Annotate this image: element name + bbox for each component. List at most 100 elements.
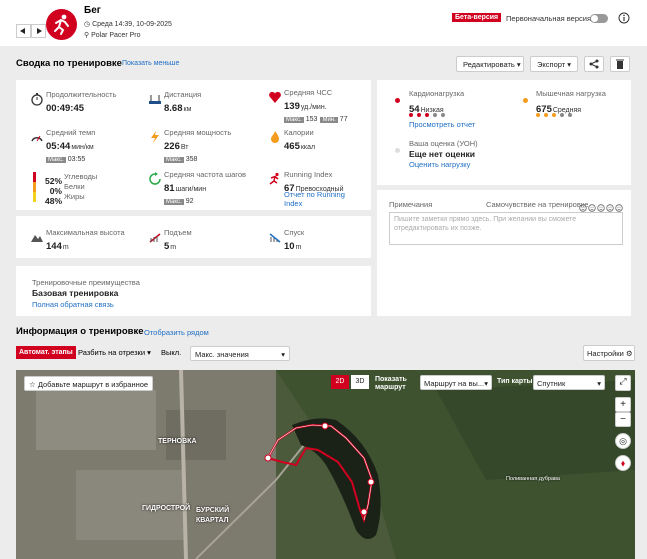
stat-number: 67	[284, 183, 295, 194]
export-button[interactable]: Экспорт ▾	[530, 56, 578, 72]
benefit-value: Базовая тренировка	[32, 288, 119, 298]
stat-number: 465	[284, 141, 300, 152]
route-text: Маршрут на вы...	[424, 379, 485, 388]
elevation-number: 144	[46, 241, 62, 252]
place-label: ГИДРОСТРОЙ	[142, 505, 191, 512]
stat-icon	[268, 130, 282, 144]
export-text: Экспорт	[537, 60, 566, 69]
settings-button[interactable]: Настройки ⚙	[583, 345, 635, 361]
favorite-button[interactable]: ☆ Добавьте маршрут в избранное	[24, 376, 154, 391]
stat-unit: ккал	[300, 144, 316, 151]
stat-sub: Макс. 358	[164, 148, 200, 166]
elevation-label: Максимальная высота	[46, 228, 125, 237]
stat-icon	[148, 172, 162, 186]
stat-value: 67Превосходный	[284, 178, 343, 196]
map[interactable]	[16, 370, 635, 559]
max-select[interactable]: Макс. значения ▾	[190, 346, 290, 361]
cardio-label: Кардионагрузка	[409, 89, 465, 98]
cardio-link[interactable]: Просмотреть отчет	[409, 120, 476, 129]
load-dot	[409, 113, 413, 117]
edit-text: Редактировать	[463, 60, 515, 69]
stat-icon	[30, 92, 44, 106]
feeling-option[interactable]	[597, 199, 605, 212]
rpe-link[interactable]: Оценить нагрузку	[409, 160, 471, 169]
fuel-value: 0%	[49, 186, 62, 196]
map-type-select[interactable]: Спутник ▾	[533, 375, 605, 390]
stat-label: Средняя ЧСС	[284, 88, 333, 97]
benefit-card	[16, 266, 371, 316]
stat-unit: Превосходный	[295, 186, 344, 193]
feeling-option[interactable]	[615, 199, 623, 212]
sub-label: Макс.	[164, 157, 184, 163]
max-text: Макс. значения	[195, 350, 249, 359]
beta-badge: Бета-версия	[452, 13, 502, 22]
split-select[interactable]: Разбить на отрезки ▾	[78, 348, 151, 357]
show-route[interactable]: Показать маршрут	[375, 376, 407, 391]
notes-input[interactable]: Пишите заметки прямо здесь. При желании …	[389, 212, 623, 245]
locate-button[interactable]: ◎	[615, 433, 631, 449]
stat-value: 00:49:45	[46, 98, 84, 116]
auto-laps-button[interactable]: Автомат. этапы	[16, 346, 76, 359]
fuel-bar	[33, 172, 36, 182]
stat-number: 226	[164, 141, 180, 152]
fuel-label: Жиры	[64, 192, 85, 201]
notes-label: Примечания	[389, 200, 433, 209]
header	[0, 0, 647, 46]
cardio-value: 54Низкая	[409, 99, 444, 117]
load-dot	[560, 113, 564, 117]
prev-button[interactable]	[16, 24, 31, 38]
load-dot	[544, 113, 548, 117]
share-button[interactable]	[584, 56, 604, 72]
fuel-row: 0%	[40, 181, 62, 199]
favorite-text: Добавьте маршрут в избранное	[37, 380, 149, 389]
load-dot	[568, 113, 572, 117]
zoom-in[interactable]: +	[615, 397, 631, 412]
info-icon[interactable]	[618, 12, 630, 24]
version-toggle[interactable]	[590, 14, 608, 23]
stat-value: 8.68км	[164, 98, 191, 116]
compass-button[interactable]: ⬧	[615, 455, 631, 471]
stat-sub: Макс. 92	[164, 190, 197, 208]
edit-button[interactable]: Редактировать ▾	[456, 56, 524, 72]
stat-label: Средняя частота шагов	[164, 170, 247, 179]
elevation-label: Подъем	[164, 228, 192, 237]
fuel-row: 52%	[40, 171, 62, 189]
settings-text: Настройки	[587, 349, 624, 358]
stat-link[interactable]: Отчет по Running Index	[284, 190, 345, 208]
stat-icon	[148, 230, 162, 244]
mode-3d[interactable]: 3D	[351, 375, 369, 389]
zoom-out[interactable]: −	[615, 412, 631, 427]
next-button[interactable]	[31, 24, 46, 38]
stat-icon	[30, 130, 44, 144]
sub-value: 77	[339, 116, 348, 123]
load-dot	[536, 113, 540, 117]
notes-card	[377, 190, 631, 316]
load-dot	[433, 113, 437, 117]
side-link[interactable]: Отобразить рядом	[144, 328, 209, 337]
stat-number: 139	[284, 101, 300, 112]
mode-2d[interactable]: 2D	[331, 375, 349, 389]
feeling-label: Самочувствие на тренировке	[486, 200, 589, 209]
muscle-value: 675Средняя	[536, 99, 581, 117]
place-label: Поливанная дубрава	[506, 476, 560, 482]
delete-button[interactable]	[610, 56, 630, 72]
fullscreen-button[interactable]: ⤢	[615, 375, 631, 391]
feeling-option[interactable]	[579, 199, 587, 212]
stats-card	[16, 80, 371, 210]
fuel-bar	[33, 192, 36, 202]
feeling-option[interactable]	[588, 199, 596, 212]
cardio-level: Низкая	[420, 107, 444, 114]
place-label: БУРСКИЙ КВАРТАЛ	[196, 507, 230, 524]
muscle-dot	[523, 98, 528, 103]
stat-label: Дистанция	[164, 90, 202, 99]
benefit-link[interactable]: Полная обратная связь	[32, 300, 114, 309]
toggle-link[interactable]: Показать меньше	[122, 60, 180, 67]
sub-label: Макс.	[46, 157, 66, 163]
sport-icon	[46, 9, 77, 40]
load-dot	[417, 113, 421, 117]
feeling-option[interactable]	[606, 199, 614, 212]
route-select[interactable]: Маршрут на вы... ▾	[420, 375, 492, 390]
benefit-label: Тренировочные преимущества	[32, 278, 140, 287]
elevation-unit: m	[62, 244, 69, 251]
details-title: Информация о тренировке	[16, 326, 144, 337]
